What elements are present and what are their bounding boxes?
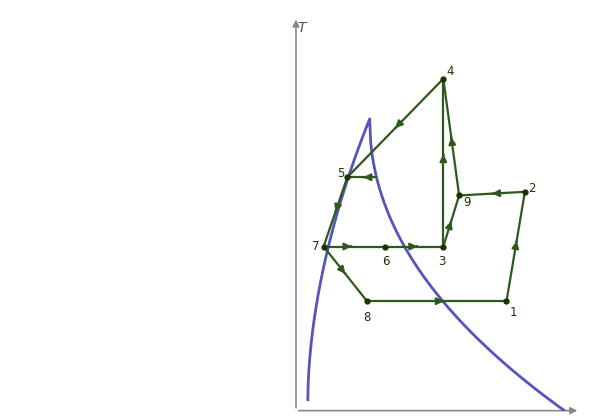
Text: 1: 1 bbox=[509, 305, 517, 319]
Text: s: s bbox=[571, 418, 578, 419]
Text: 9: 9 bbox=[464, 196, 471, 209]
Text: 3: 3 bbox=[438, 255, 446, 268]
Text: 6: 6 bbox=[382, 255, 389, 268]
Text: 5: 5 bbox=[337, 167, 345, 180]
Text: 2: 2 bbox=[527, 182, 535, 195]
Text: 4: 4 bbox=[446, 65, 453, 78]
Text: 7: 7 bbox=[312, 240, 320, 253]
Text: 8: 8 bbox=[363, 311, 371, 324]
Text: T: T bbox=[297, 21, 305, 35]
